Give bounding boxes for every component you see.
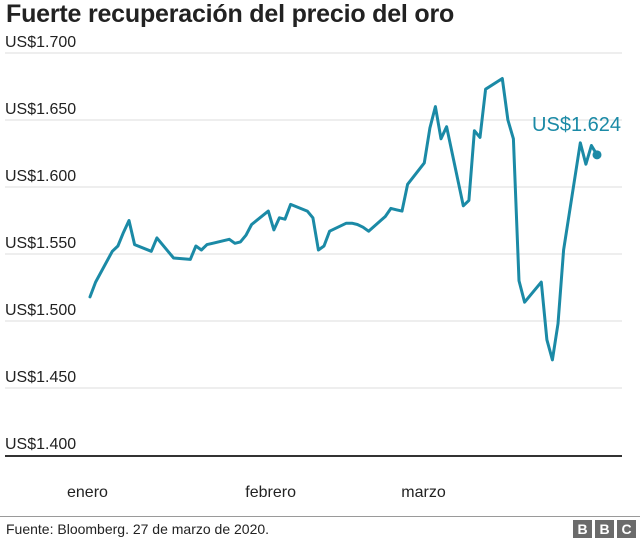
data-point <box>311 216 315 220</box>
data-point <box>511 137 515 141</box>
data-point <box>389 206 393 210</box>
data-point <box>289 202 293 206</box>
data-point <box>250 223 254 227</box>
data-point <box>406 182 410 186</box>
data-point <box>439 137 443 141</box>
source-note: Fuente: Bloomberg. 27 de marzo de 2020. <box>6 521 270 537</box>
series-line-gold-price <box>88 77 599 362</box>
data-point <box>328 229 332 233</box>
data-point <box>272 228 276 232</box>
data-point <box>517 279 521 283</box>
x-tick-label: febrero <box>245 484 296 501</box>
y-tick-label: US$1.400 <box>5 436 76 453</box>
data-point <box>205 243 209 247</box>
data-point <box>484 87 488 91</box>
bbc-logo-letter: B <box>573 520 592 538</box>
data-point <box>461 204 465 208</box>
data-point <box>283 217 287 221</box>
data-point <box>188 257 192 261</box>
data-point <box>562 248 566 252</box>
data-point <box>367 229 371 233</box>
data-point <box>110 249 114 253</box>
end-value-label: US$1.624 <box>532 114 621 136</box>
y-tick-label: US$1.650 <box>5 101 76 118</box>
data-point <box>433 105 437 109</box>
data-point <box>133 243 137 247</box>
bbc-logo: B B C <box>573 520 636 538</box>
data-point <box>172 256 176 260</box>
data-point <box>316 248 320 252</box>
data-point <box>94 280 98 284</box>
data-point <box>383 214 387 218</box>
y-tick-label: US$1.600 <box>5 168 76 185</box>
x-tick-label: enero <box>67 484 108 501</box>
data-point <box>194 244 198 248</box>
data-point <box>211 241 215 245</box>
data-point <box>394 208 398 212</box>
data-point <box>149 249 153 253</box>
chart-title: Fuerte recuperación del precio del oro <box>6 0 455 28</box>
data-point <box>355 223 359 227</box>
x-axis-tick-labels: enero febrero marzo <box>67 484 446 501</box>
data-point <box>116 244 120 248</box>
data-point <box>121 231 125 235</box>
data-point <box>422 161 426 165</box>
data-point <box>506 118 510 122</box>
data-point <box>545 338 549 342</box>
data-point <box>199 248 203 252</box>
y-tick-label: US$1.700 <box>5 34 76 51</box>
data-point <box>88 295 92 299</box>
y-tick-label: US$1.550 <box>5 235 76 252</box>
data-point <box>500 76 504 80</box>
data-point <box>578 141 582 145</box>
data-point <box>589 143 593 147</box>
data-point <box>244 233 248 237</box>
data-point <box>127 219 131 223</box>
data-point <box>160 243 164 247</box>
data-point <box>428 126 432 130</box>
data-point <box>467 198 471 202</box>
data-point <box>539 280 543 284</box>
data-point <box>445 125 449 129</box>
data-point <box>233 241 237 245</box>
data-point <box>277 216 281 220</box>
data-point <box>305 209 309 213</box>
data-points <box>88 76 599 361</box>
data-point <box>166 249 170 253</box>
y-tick-label: US$1.500 <box>5 302 76 319</box>
data-point <box>227 237 231 241</box>
y-axis-tick-labels: US$1.400 US$1.450 US$1.500 US$1.550 US$1.600… <box>5 34 76 453</box>
data-point <box>361 225 365 229</box>
bbc-logo-letter: C <box>617 520 636 538</box>
grid-lines <box>5 52 622 389</box>
data-point <box>344 221 348 225</box>
data-point <box>472 129 476 133</box>
data-point <box>266 209 270 213</box>
bbc-logo-letter: B <box>595 520 614 538</box>
data-point <box>550 358 554 362</box>
data-point <box>556 322 560 326</box>
data-point <box>350 221 354 225</box>
end-point-marker <box>592 150 602 160</box>
data-point <box>523 300 527 304</box>
data-point <box>400 209 404 213</box>
y-tick-label: US$1.450 <box>5 369 76 386</box>
footer-divider <box>0 516 640 517</box>
data-point <box>322 244 326 248</box>
x-tick-label: marzo <box>401 484 446 501</box>
data-point <box>478 135 482 139</box>
data-point <box>584 162 588 166</box>
data-point <box>155 236 159 240</box>
data-point <box>238 240 242 244</box>
